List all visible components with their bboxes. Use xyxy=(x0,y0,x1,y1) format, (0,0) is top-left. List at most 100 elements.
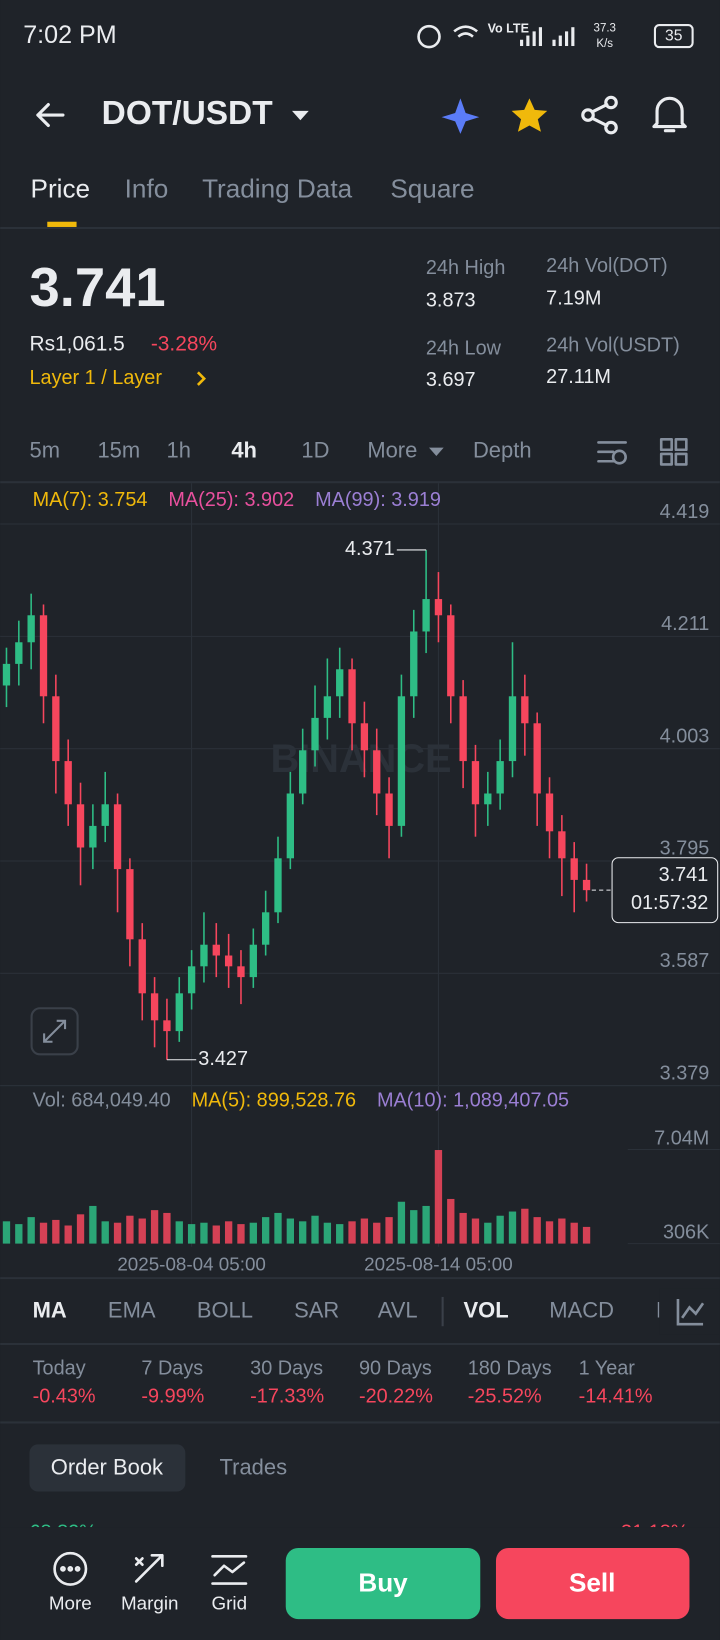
period-change: -20.22% xyxy=(359,1386,433,1408)
last-price-box xyxy=(611,857,719,924)
indicator-tab[interactable]: BOLL xyxy=(197,1297,253,1322)
action-label[interactable]: Margin xyxy=(121,1592,179,1613)
countdown: 01:57:32 xyxy=(631,892,708,914)
volume-bar xyxy=(89,1205,97,1244)
candle-body xyxy=(360,723,369,751)
buy-label[interactable]: Buy xyxy=(358,1567,408,1597)
sell-label[interactable]: Sell xyxy=(569,1567,615,1597)
candle-body xyxy=(261,912,270,945)
vol-legend: Vol: 684,049.40 xyxy=(33,1090,171,1112)
volume-bar xyxy=(15,1224,23,1244)
period-change: -0.43% xyxy=(33,1386,96,1408)
stat-value: 7.19M xyxy=(546,287,601,309)
tab[interactable]: Trading Data xyxy=(202,173,353,203)
more-dropdown xyxy=(429,447,444,457)
share-button[interactable] xyxy=(581,95,618,135)
pair-dropdown[interactable] xyxy=(292,110,309,121)
volume-bar xyxy=(582,1226,591,1244)
indicator-settings[interactable] xyxy=(676,1299,705,1326)
ma-legend: MA(7): 3.754 xyxy=(33,489,148,511)
ma-legend: MA(25): 3.902 xyxy=(168,489,294,511)
fullscreen-button[interactable] xyxy=(30,1007,79,1056)
candle-body xyxy=(101,804,109,826)
volume-bar xyxy=(249,1222,257,1244)
favorite-button[interactable] xyxy=(511,98,548,132)
volume-bar xyxy=(484,1222,492,1244)
action-label[interactable]: More xyxy=(49,1592,92,1613)
period-label: 7 Days xyxy=(141,1357,203,1379)
x-tick-label: 2025-08-04 05:00 xyxy=(117,1254,266,1275)
action-label[interactable]: Grid xyxy=(211,1592,247,1613)
indicator-tab[interactable]: MA xyxy=(33,1297,67,1322)
indicator-tab[interactable]: MACD xyxy=(549,1297,614,1322)
buy-button[interactable] xyxy=(285,1547,481,1620)
volume-bar xyxy=(113,1222,122,1244)
candle-body xyxy=(434,599,443,616)
indicator-fade xyxy=(659,1288,720,1335)
volume-bar xyxy=(52,1219,60,1244)
chart-settings[interactable] xyxy=(597,441,627,465)
grid-icon[interactable] xyxy=(211,1555,248,1585)
volume-bar xyxy=(237,1224,245,1244)
volume-bar xyxy=(521,1208,529,1244)
battery-icon xyxy=(653,24,694,49)
indicator-tab[interactable]: VOL xyxy=(464,1297,509,1322)
interval[interactable]: 1h xyxy=(167,438,191,463)
volume-bar xyxy=(533,1217,541,1244)
candle-body xyxy=(484,793,492,805)
sell-button[interactable] xyxy=(495,1547,690,1620)
volume-bar xyxy=(224,1221,233,1244)
tab[interactable]: Price xyxy=(31,173,91,203)
volume-bar xyxy=(336,1224,344,1244)
vol-tick-label: 7.04M xyxy=(654,1127,709,1149)
back-button[interactable] xyxy=(36,103,65,128)
volume-bar xyxy=(434,1150,443,1244)
margin-icon[interactable] xyxy=(134,1553,164,1583)
interval[interactable]: 4h xyxy=(231,438,257,463)
alert-button[interactable] xyxy=(652,96,687,133)
stat-label: 24h Vol(DOT) xyxy=(546,255,667,277)
status-time: 7:02 PM xyxy=(23,21,116,49)
interval[interactable]: Depth xyxy=(473,438,532,463)
layout-button[interactable] xyxy=(659,437,688,466)
period-label: 30 Days xyxy=(250,1357,323,1379)
interval[interactable]: 5m xyxy=(29,438,60,463)
ai-button[interactable] xyxy=(441,98,480,134)
indicator-tab[interactable]: AVL xyxy=(378,1297,418,1322)
candle-body xyxy=(582,879,591,891)
period-change: -9.99% xyxy=(141,1386,204,1408)
volume-bar xyxy=(2,1221,11,1244)
interval[interactable]: 1D xyxy=(301,438,329,463)
ma-legend: MA(99): 3.919 xyxy=(315,489,441,511)
trades-tab[interactable]: Trades xyxy=(220,1454,288,1479)
volume-bar xyxy=(200,1222,208,1244)
interval[interactable]: More xyxy=(367,438,417,463)
more-icon[interactable] xyxy=(53,1551,88,1586)
candle-body xyxy=(212,944,220,956)
interval[interactable]: 15m xyxy=(97,438,140,463)
vol-legend: MA(5): 899,528.76 xyxy=(192,1090,357,1112)
max-label: 4.371 xyxy=(345,538,395,560)
volume-bar xyxy=(410,1210,418,1244)
stat-label: 24h Low xyxy=(426,338,502,360)
vol-legend: MA(10): 1,089,407.05 xyxy=(377,1090,569,1112)
candle-body xyxy=(521,696,529,724)
candle-body xyxy=(410,631,418,697)
tab[interactable]: Square xyxy=(390,173,474,203)
pair-title[interactable]: DOT/USDT xyxy=(102,95,274,132)
sector-tag[interactable]: Layer 1 / Layer xyxy=(29,367,162,389)
indicator-tab[interactable]: SAR xyxy=(294,1297,339,1322)
candle-body xyxy=(397,696,406,826)
tab[interactable]: Info xyxy=(125,173,169,203)
stat-label: 24h High xyxy=(426,257,506,279)
indicator-tab[interactable]: EMA xyxy=(108,1297,156,1322)
order-book-tab[interactable]: Order Book xyxy=(51,1454,164,1479)
candle-body xyxy=(200,944,208,967)
volume-bar xyxy=(459,1212,467,1244)
volume-bar xyxy=(212,1225,220,1244)
volume-bar xyxy=(163,1212,171,1244)
status-speed-unit: K/s xyxy=(596,38,613,50)
candle-body xyxy=(52,696,60,762)
